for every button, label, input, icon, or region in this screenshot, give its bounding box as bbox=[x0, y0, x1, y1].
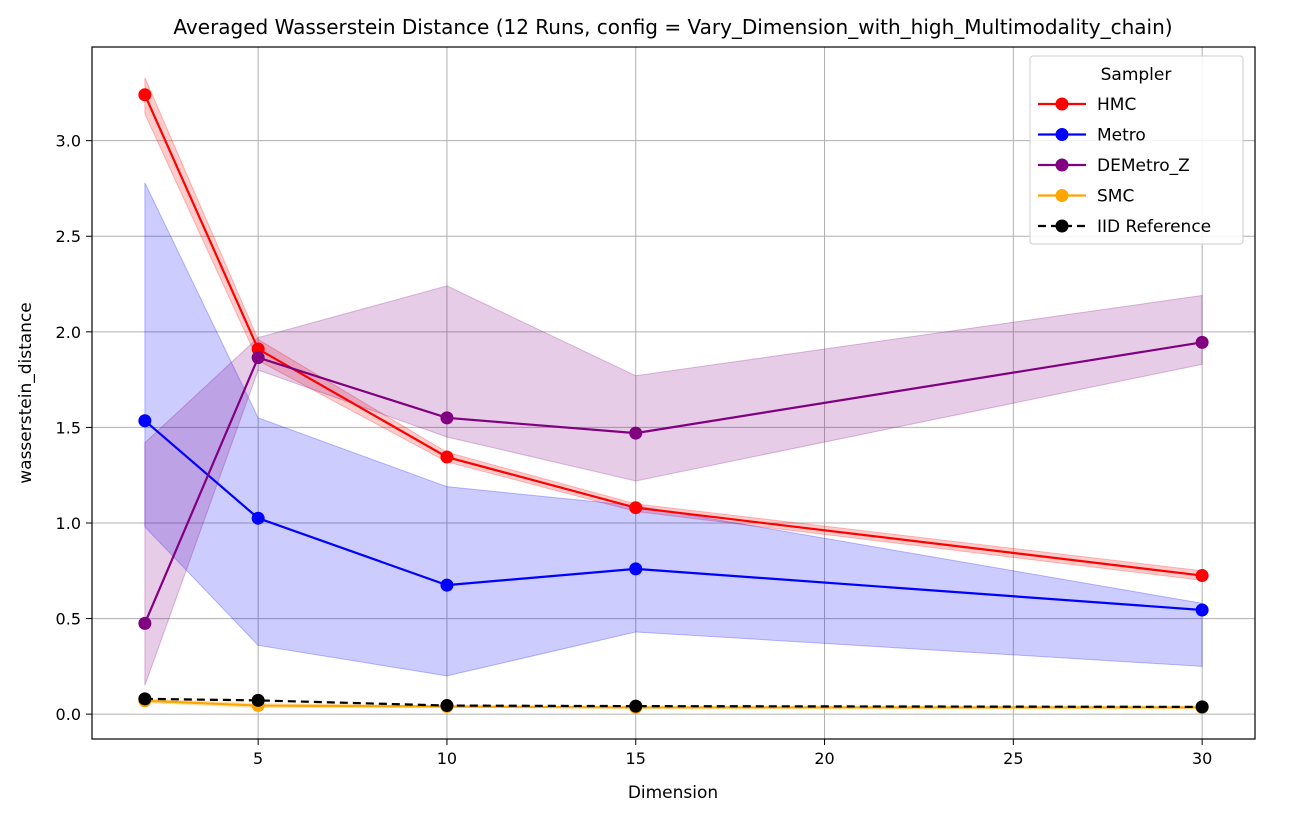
metro-point bbox=[629, 562, 643, 576]
iid-reference-point bbox=[629, 699, 643, 713]
y-axis-label: wasserstein_distance bbox=[16, 302, 36, 484]
iid-reference-point bbox=[251, 693, 265, 707]
legend-title: Sampler bbox=[1101, 65, 1172, 85]
metro-point bbox=[440, 578, 454, 592]
x-axis-ticks: 5 10 15 20 25 30 bbox=[253, 739, 1212, 768]
y-tick-label: 1.5 bbox=[56, 418, 81, 437]
hmc-legend-label: HMC bbox=[1097, 95, 1136, 115]
x-tick-label: 10 bbox=[437, 749, 457, 768]
smc-legend-marker bbox=[1055, 189, 1069, 202]
x-tick-label: 30 bbox=[1192, 749, 1212, 768]
hmc-point bbox=[1195, 569, 1209, 583]
plot-frame bbox=[91, 46, 1256, 740]
metro-band bbox=[144, 182, 1203, 677]
metro-legend-label: Metro bbox=[1097, 126, 1146, 146]
y-tick-label: 2.0 bbox=[56, 323, 81, 342]
demetro-z-point bbox=[138, 616, 152, 630]
demetro-z-legend-marker bbox=[1055, 158, 1069, 172]
demetro-z-legend-label: DEMetro_Z bbox=[1097, 156, 1190, 176]
metro-legend-marker bbox=[1055, 128, 1069, 141]
metro-point bbox=[138, 414, 152, 428]
demetro-z-point bbox=[629, 426, 643, 440]
iid-reference-point bbox=[138, 692, 152, 706]
y-tick-label: 1.0 bbox=[56, 514, 81, 533]
demetro-z-point bbox=[251, 351, 265, 365]
demetro-z-point bbox=[1195, 335, 1209, 349]
iid-reference-point bbox=[440, 699, 454, 713]
metro-point bbox=[251, 511, 265, 525]
hmc-legend-marker bbox=[1055, 97, 1069, 111]
legend: Sampler HMC Metro DEMetro_Z SMC IID Referenc… bbox=[1029, 55, 1244, 245]
x-axis-label: Dimension bbox=[628, 783, 718, 803]
y-tick-label: 3.0 bbox=[56, 132, 81, 151]
x-tick-label: 25 bbox=[1003, 749, 1023, 768]
x-tick-label: 5 bbox=[253, 749, 263, 768]
metro-point bbox=[1195, 603, 1209, 617]
x-tick-label: 20 bbox=[814, 749, 834, 768]
smc-legend-label: SMC bbox=[1097, 187, 1134, 207]
hmc-point bbox=[629, 501, 643, 515]
y-tick-label: 0.0 bbox=[56, 705, 81, 724]
x-tick-label: 15 bbox=[626, 749, 646, 768]
series-points bbox=[138, 88, 1209, 714]
iid-reference-point bbox=[1195, 700, 1209, 714]
y-axis-ticks: 0.0 0.5 1.0 1.5 2.0 2.5 3.0 bbox=[56, 132, 92, 724]
chart-title: Averaged Wasserstein Distance (12 Runs, … bbox=[173, 15, 1172, 39]
hmc-point bbox=[138, 88, 152, 102]
y-tick-label: 0.5 bbox=[56, 610, 81, 629]
hmc-point bbox=[440, 450, 454, 464]
iid-reference-legend-marker bbox=[1055, 219, 1069, 233]
y-tick-label: 2.5 bbox=[56, 227, 81, 246]
demetro-z-point bbox=[440, 411, 454, 425]
iid-reference-legend-label: IID Reference bbox=[1097, 217, 1211, 237]
demetro-z-band bbox=[144, 285, 1203, 686]
